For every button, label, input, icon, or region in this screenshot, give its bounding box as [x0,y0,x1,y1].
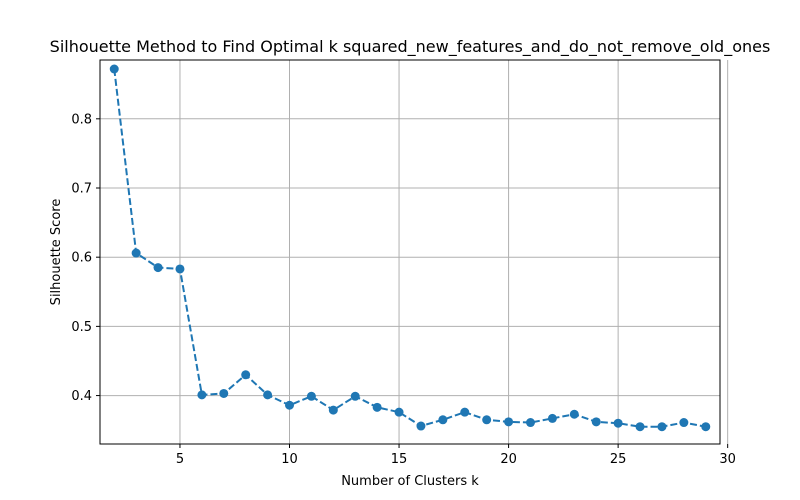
y-axis: 0.4 0.5 0.6 0.7 0.8 [71,112,100,404]
data-point-k7 [219,388,229,398]
data-point-k8 [241,370,251,380]
y-tick-label: 0.5 [71,320,92,335]
data-point-k9 [263,390,273,400]
data-point-k28 [679,418,689,428]
data-point-k6 [197,390,207,400]
data-point-k26 [635,422,645,432]
data-point-k15 [394,407,404,417]
data-point-k25 [613,418,623,428]
x-tick-label: 30 [719,452,736,467]
data-point-k27 [657,422,667,432]
x-tick-label: 10 [281,452,298,467]
plot-frame [99,59,721,445]
y-tick-label: 0.8 [71,112,92,127]
data-point-k5 [175,264,185,274]
y-tick-label: 0.6 [71,251,92,266]
data-point-k12 [328,405,338,415]
series-line [113,68,706,428]
data-point-k10 [285,400,295,410]
data-point-k3 [131,248,141,258]
series-line-path [113,68,706,428]
data-point-k2 [109,64,119,74]
chart-title: Silhouette Method to Find Optimal k squa… [50,37,771,57]
data-point-k17 [438,415,448,425]
x-tick-label: 20 [500,452,517,467]
data-point-k23 [569,409,579,419]
data-point-k18 [460,407,470,417]
y-tick-label: 0.4 [71,389,92,404]
data-point-k4 [153,263,163,273]
data-point-k11 [306,391,316,401]
data-point-k24 [591,417,601,427]
x-axis: 5 10 15 20 25 30 [176,444,736,467]
y-tick-label: 0.7 [71,182,92,197]
data-point-k20 [504,417,514,427]
x-tick-label: 15 [391,452,408,467]
series-points [109,64,711,432]
data-point-k21 [525,418,535,428]
x-tick-label: 25 [610,452,627,467]
x-axis-label: Number of Clusters k [341,474,479,489]
data-point-k14 [372,402,382,412]
data-point-k22 [547,413,557,423]
data-point-k19 [482,415,492,425]
x-tick-label: 5 [176,452,184,467]
data-point-k16 [416,421,426,431]
data-point-k13 [350,391,360,401]
data-point-k29 [701,422,711,432]
y-axis-label: Silhouette Score [49,199,64,306]
